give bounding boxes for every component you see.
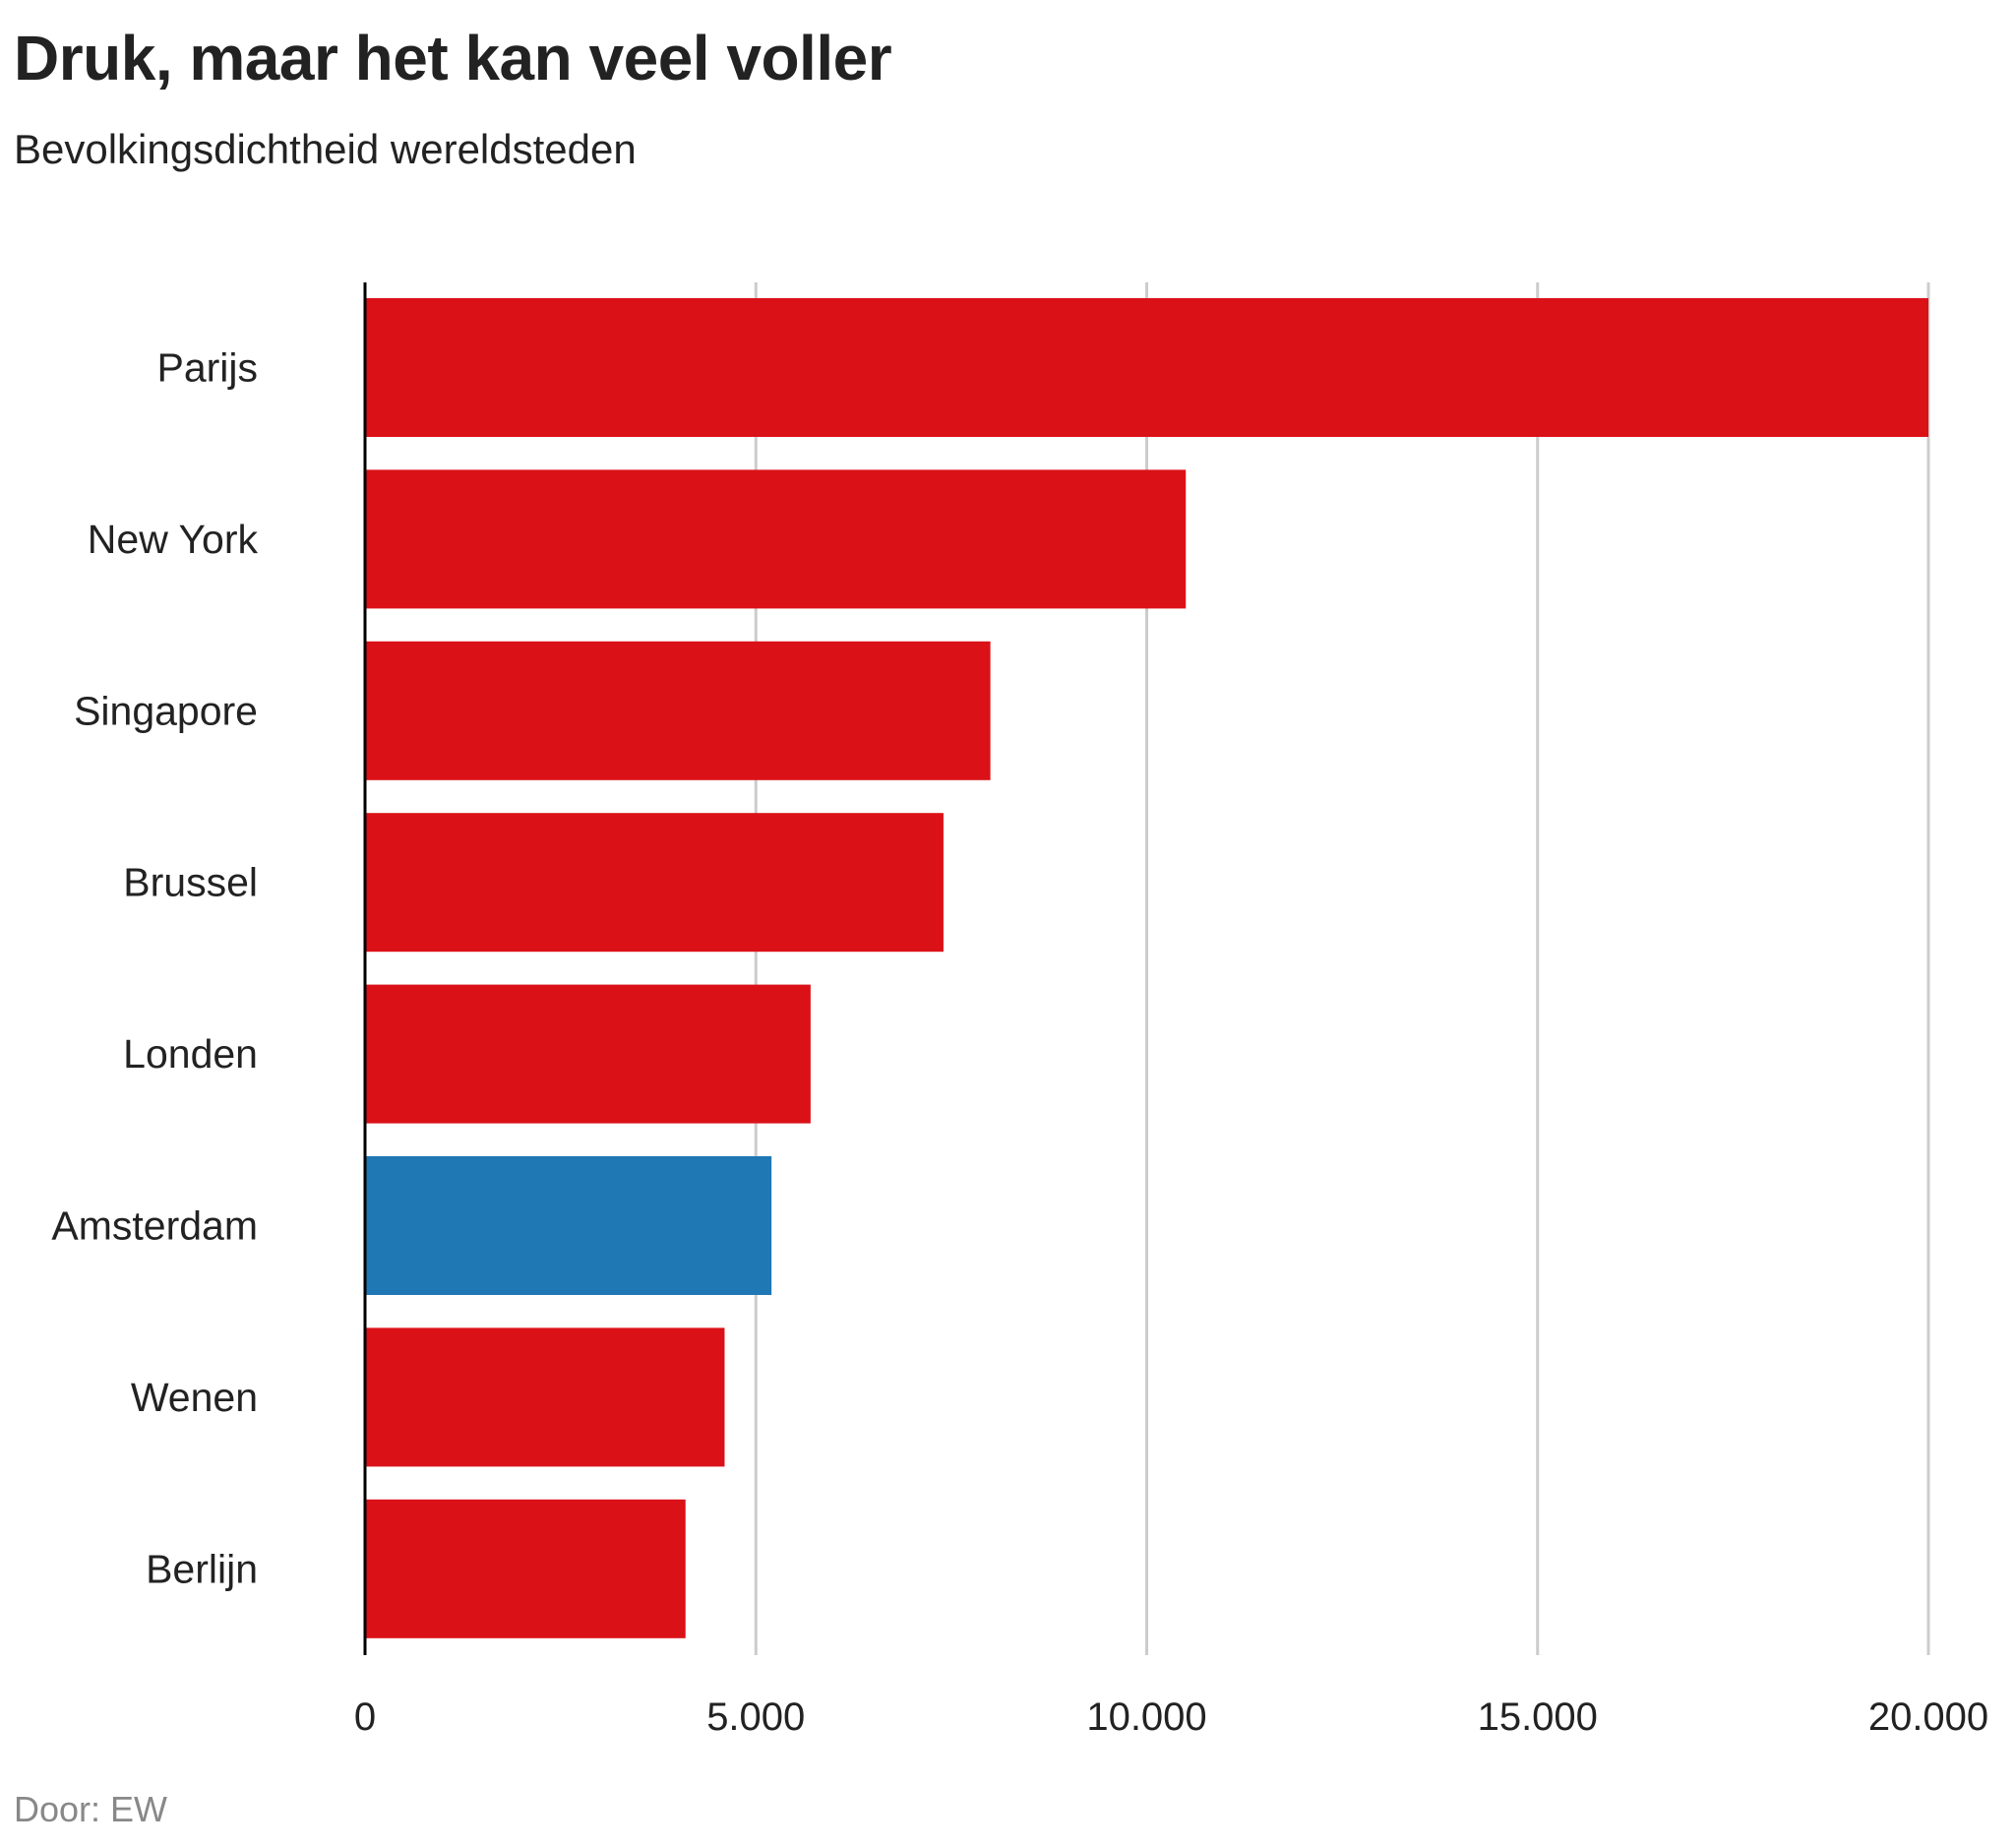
source-credit: Door: EW: [14, 1789, 168, 1829]
x-tick-label: 15.000: [1478, 1695, 1598, 1739]
bar-brussel: [365, 813, 944, 953]
bar-new-york: [365, 469, 1187, 609]
category-label: Londen: [123, 1031, 258, 1077]
bar-amsterdam: [365, 1156, 772, 1295]
x-tick-label: 20.000: [1868, 1695, 1988, 1739]
chart-subtitle: Bevolkingsdichtheid wereldsteden: [14, 126, 637, 172]
bar-parijs: [365, 298, 1928, 437]
category-label: Parijs: [156, 345, 258, 391]
bar-berlijn: [365, 1499, 686, 1638]
category-label: Amsterdam: [51, 1203, 258, 1249]
chart-title: Druk, maar het kan veel voller: [14, 23, 892, 93]
bar-wenen: [365, 1327, 725, 1467]
category-label: Wenen: [131, 1375, 258, 1420]
category-label: New York: [88, 517, 259, 562]
category-label: Brussel: [123, 860, 258, 905]
bar-singapore: [365, 641, 991, 780]
bar-londen: [365, 984, 811, 1124]
category-label: Berlijn: [146, 1546, 258, 1591]
x-tick-label: 0: [354, 1695, 376, 1739]
category-label: Singapore: [74, 688, 258, 733]
x-tick-label: 5.000: [706, 1695, 805, 1739]
x-tick-label: 10.000: [1086, 1695, 1206, 1739]
